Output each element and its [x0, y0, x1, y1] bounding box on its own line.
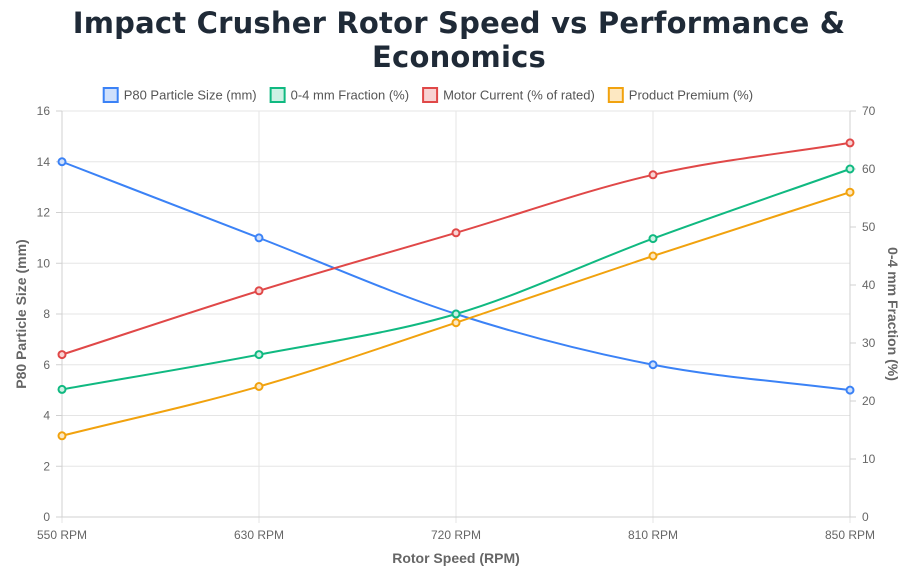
y-left-tick-label: 6: [43, 358, 50, 372]
legend-label[interactable]: 0-4 mm Fraction (%): [291, 88, 409, 103]
legend-swatch[interactable]: [422, 87, 439, 103]
data-point[interactable]: [845, 385, 855, 395]
data-point[interactable]: [57, 384, 67, 394]
y-left-tick-label: 2: [43, 459, 50, 473]
y-right-tick-label: 70: [862, 104, 876, 118]
y-right-tick-label: 50: [862, 220, 876, 234]
data-point[interactable]: [845, 164, 855, 174]
y-right-tick-label: 0: [862, 510, 869, 524]
legend-label[interactable]: Motor Current (% of rated): [443, 88, 595, 103]
data-point[interactable]: [254, 233, 264, 243]
data-point[interactable]: [451, 309, 461, 319]
legend-label[interactable]: Product Premium (%): [629, 88, 753, 103]
x-tick-label: 850 RPM: [825, 528, 875, 542]
x-tick-label: 810 RPM: [628, 528, 678, 542]
x-tick-label: 550 RPM: [37, 528, 87, 542]
legend-label[interactable]: P80 Particle Size (mm): [124, 88, 257, 103]
legend-swatch[interactable]: [102, 87, 119, 103]
y-axis-right-title: 0-4 mm Fraction (%): [885, 247, 901, 381]
legend-swatch[interactable]: [269, 87, 286, 103]
y-left-tick-label: 12: [37, 206, 51, 220]
y-right-tick-label: 10: [862, 452, 876, 466]
y-axis-left-title: P80 Particle Size (mm): [13, 239, 29, 388]
data-point[interactable]: [648, 234, 658, 244]
y-left-tick-label: 8: [43, 307, 50, 321]
y-left-tick-label: 0: [43, 510, 50, 524]
y-right-tick-label: 40: [862, 278, 876, 292]
y-left-tick-label: 10: [37, 256, 51, 270]
y-right-tick-label: 20: [862, 394, 876, 408]
data-point[interactable]: [845, 138, 855, 148]
data-point[interactable]: [845, 187, 855, 197]
x-axis-title: Rotor Speed (RPM): [392, 550, 520, 566]
y-left-tick-label: 16: [37, 104, 51, 118]
x-tick-label: 630 RPM: [234, 528, 284, 542]
y-right-tick-label: 60: [862, 162, 876, 176]
y-right-tick-label: 30: [862, 336, 876, 350]
x-tick-label: 720 RPM: [431, 528, 481, 542]
data-point[interactable]: [57, 431, 67, 441]
legend-swatch[interactable]: [607, 87, 624, 103]
data-point[interactable]: [648, 170, 658, 180]
data-point[interactable]: [451, 318, 461, 328]
data-point[interactable]: [254, 350, 264, 360]
data-point[interactable]: [648, 360, 658, 370]
y-left-tick-label: 14: [37, 155, 51, 169]
data-point[interactable]: [254, 286, 264, 296]
data-point[interactable]: [648, 251, 658, 261]
chart-title: Impact Crusher Rotor Speed vs Performanc…: [72, 6, 846, 74]
y-left-tick-label: 4: [43, 409, 50, 423]
data-point[interactable]: [57, 157, 67, 167]
data-point[interactable]: [451, 228, 461, 238]
data-point[interactable]: [57, 350, 67, 360]
data-point[interactable]: [254, 382, 264, 391]
